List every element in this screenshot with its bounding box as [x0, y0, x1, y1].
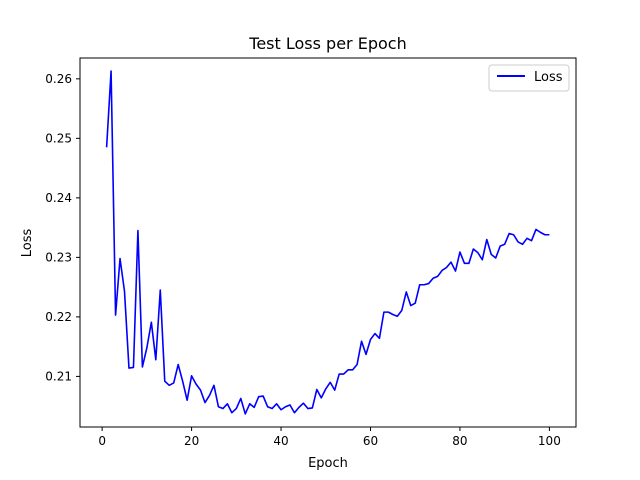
legend-label-loss: Loss [534, 70, 563, 85]
plot-background [80, 58, 576, 427]
y-tick-label: 0.24 [45, 191, 72, 205]
x-tick-label: 60 [363, 434, 378, 448]
x-axis: 0 20 40 60 80 100 [98, 427, 561, 448]
series-line-loss [105, 70, 550, 415]
x-tick-label: 100 [538, 434, 561, 448]
y-tick-label: 0.22 [45, 310, 72, 324]
x-tick-label: 0 [98, 434, 106, 448]
x-tick-label: 20 [184, 434, 199, 448]
legend: Loss [488, 64, 570, 92]
series-layer [105, 70, 550, 415]
plot-area [80, 58, 576, 427]
y-tick-label: 0.21 [45, 369, 72, 383]
y-tick-label: 0.23 [45, 250, 72, 264]
plot-frame [79, 57, 577, 428]
legend-box [488, 64, 570, 92]
y-axis-label: Loss [20, 229, 35, 258]
y-tick-label: 0.25 [45, 131, 72, 145]
chart-title: Test Loss per Epoch [248, 34, 406, 53]
y-axis: 0.21 0.22 0.23 0.24 0.25 0.26 [45, 72, 80, 383]
x-tick-label: 80 [452, 434, 467, 448]
x-axis-label: Epoch [308, 456, 348, 471]
y-tick-label: 0.26 [45, 72, 72, 86]
x-tick-label: 40 [273, 434, 288, 448]
